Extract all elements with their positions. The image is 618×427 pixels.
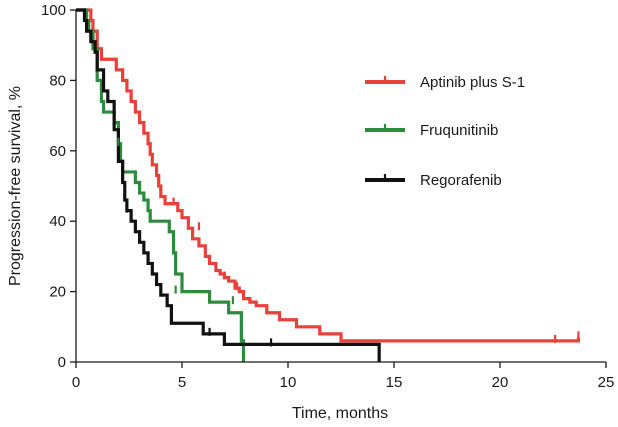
x-tick-label: 0: [72, 374, 80, 391]
x-tick-label: 15: [386, 374, 403, 391]
legend: Aptinib plus S-1 Fruqunitinib Regorafenib: [365, 74, 525, 189]
y-tick-label: 60: [49, 143, 66, 160]
axes: 0 5 10 15 20 25 0 20 40 60 80 100: [41, 2, 614, 391]
y-tick-label: 100: [41, 2, 66, 19]
y-tick-label: 0: [58, 354, 66, 371]
series-line-aptinib-plus-s-1: [76, 8, 581, 343]
x-axis-title: Time, months: [292, 405, 388, 422]
x-tick-label: 25: [598, 374, 615, 391]
legend-label-aptinib-plus-s-1: Aptinib plus S-1: [420, 74, 525, 91]
x-tick-label: 20: [492, 374, 509, 391]
plot-lines: [76, 8, 581, 362]
legend-label-regorafenib: Regorafenib: [420, 172, 502, 189]
series-line-regorafenib: [76, 8, 381, 362]
y-tick-label: 80: [49, 72, 66, 89]
legend-label-fruqunitinib: Fruqunitinib: [420, 122, 498, 139]
x-tick-label: 5: [178, 374, 186, 391]
x-tick-label: 10: [280, 374, 297, 391]
y-axis-title: Progression-free survival, %: [7, 86, 24, 286]
y-tick-label: 40: [49, 213, 66, 230]
y-tick-label: 20: [49, 284, 66, 301]
